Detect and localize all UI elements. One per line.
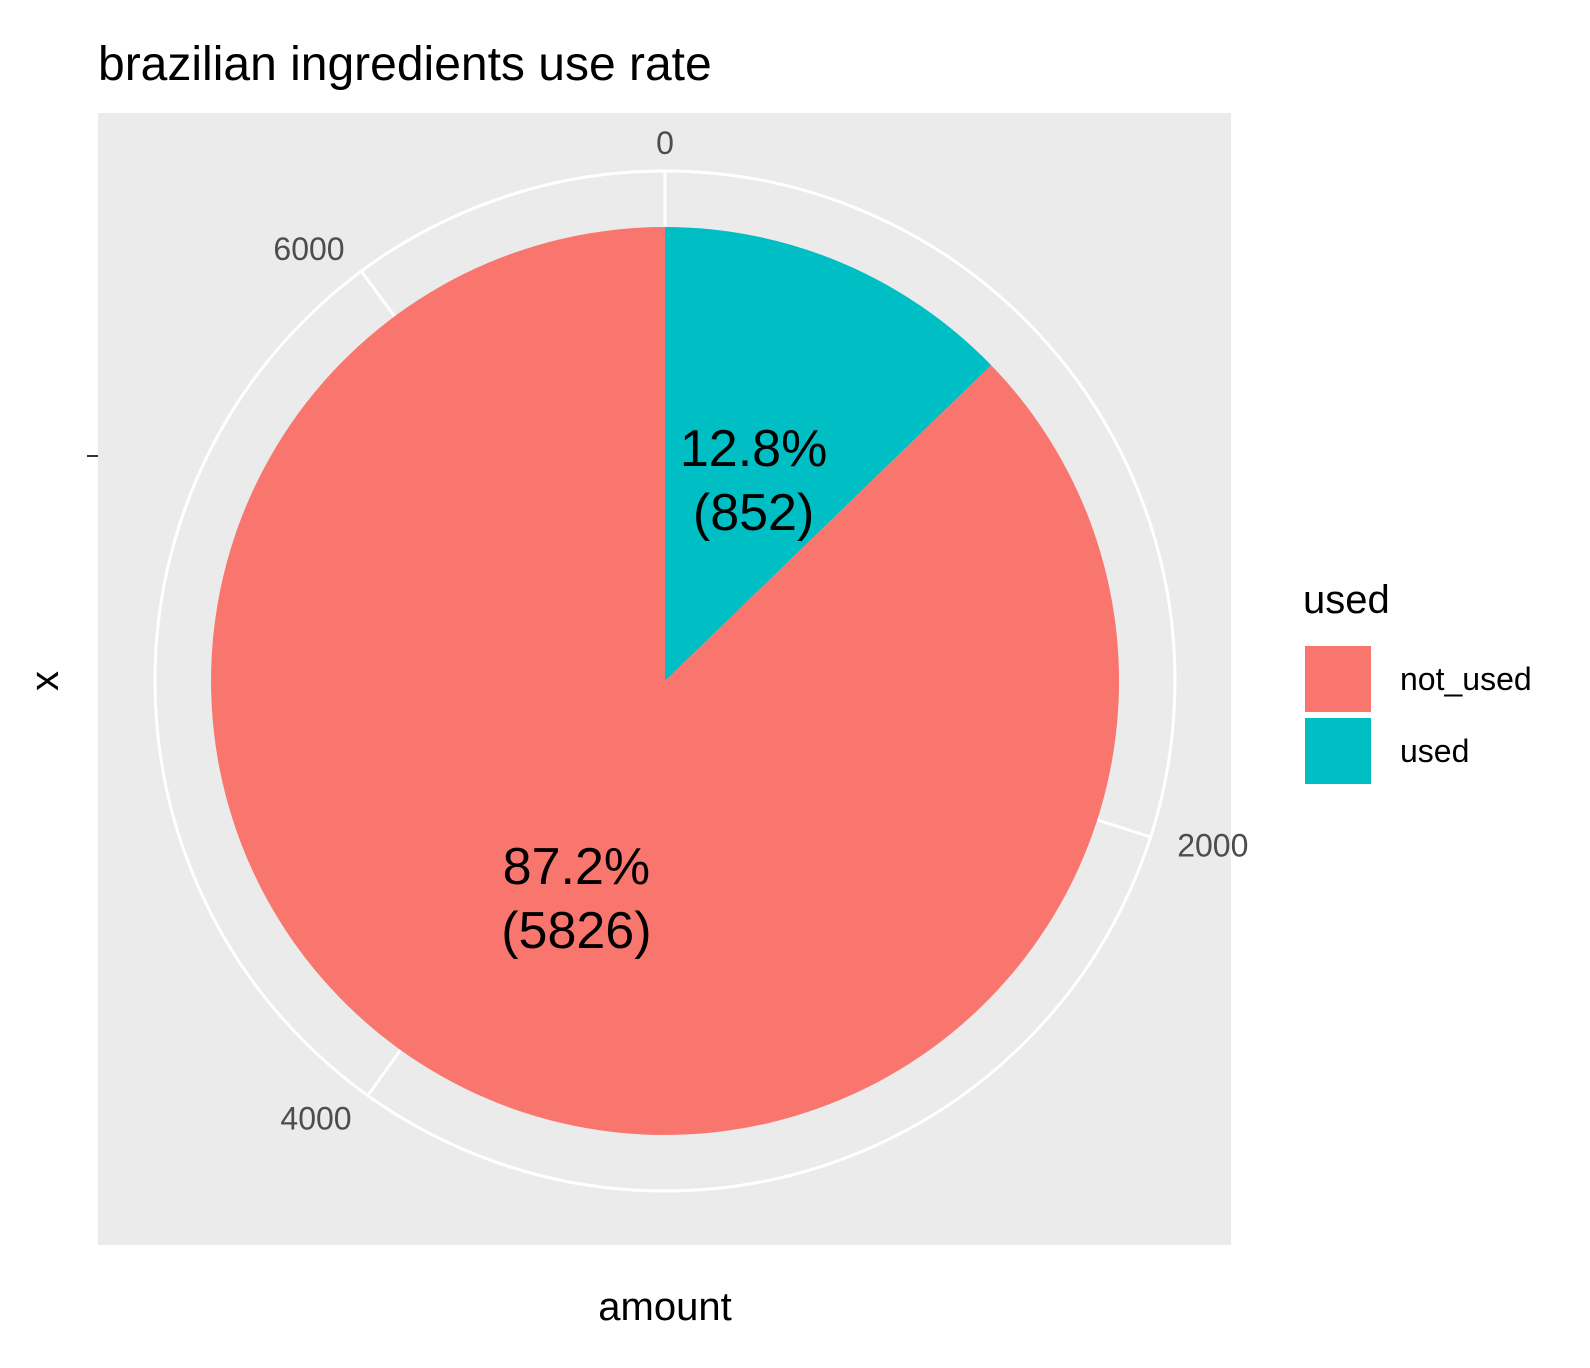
radial-tick-label: 6000: [273, 231, 344, 267]
legend-label: not_used: [1400, 661, 1532, 697]
pie-slice-not-used: [211, 227, 1120, 1135]
radial-tick-label: 2000: [1177, 828, 1248, 864]
legend-key-used: [1305, 718, 1371, 784]
legend-label: used: [1400, 733, 1469, 769]
pie-slice-used: [665, 227, 992, 681]
slice-count-label: (852): [693, 484, 814, 542]
slice-percent-label: 12.8%: [680, 420, 827, 478]
legend-key-not-used: [1305, 646, 1371, 712]
radial-tick-label: 0: [656, 125, 674, 161]
chart-title: brazilian ingredients use rate: [98, 38, 712, 91]
radial-tick-label: 4000: [280, 1100, 351, 1136]
slice-count-label: (5826): [501, 902, 651, 960]
x-axis-title: amount: [598, 1285, 731, 1329]
slice-labels: 12.8% (852) 87.2% (5826): [501, 420, 827, 960]
pie-slices: [211, 227, 1120, 1135]
y-axis-title: x: [23, 671, 67, 691]
slice-percent-label: 87.2%: [503, 838, 650, 896]
legend-title: used: [1303, 578, 1390, 622]
radial-tick-labels: 0 2000 4000 6000: [273, 125, 1248, 1136]
